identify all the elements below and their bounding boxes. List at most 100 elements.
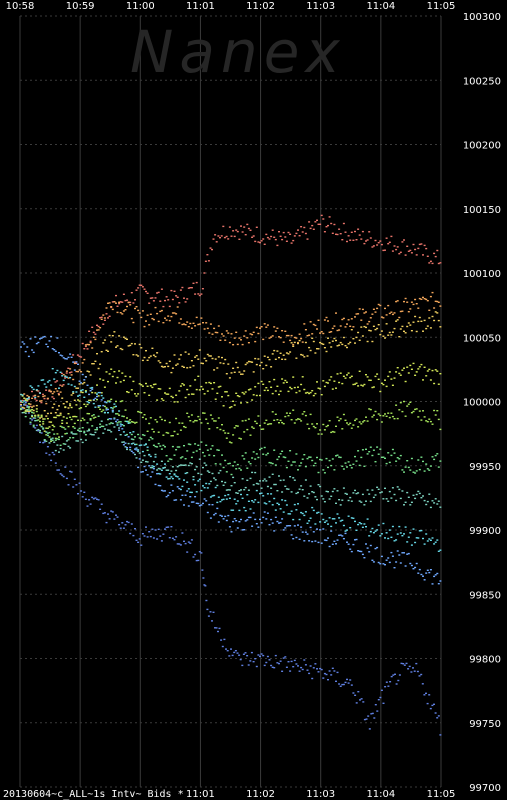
series-point: [247, 227, 250, 230]
series-point: [157, 467, 160, 470]
series-point: [301, 413, 304, 415]
series-point: [94, 429, 97, 431]
series-point: [148, 439, 151, 441]
series-point: [189, 366, 192, 369]
series-point: [306, 457, 309, 460]
series-point: [349, 239, 352, 241]
series-point: [77, 493, 79, 495]
series-point: [282, 456, 285, 458]
series-point: [433, 252, 436, 255]
series-point: [40, 379, 43, 381]
series-point: [181, 422, 184, 424]
series-point: [420, 529, 423, 532]
series-point: [429, 569, 432, 571]
series-point: [100, 351, 103, 353]
series-point: [426, 325, 429, 327]
series-point: [422, 410, 424, 412]
series-point: [309, 485, 312, 487]
series-5: [20, 401, 442, 476]
series-point: [48, 421, 51, 423]
series-point: [228, 377, 231, 379]
series-point: [335, 680, 337, 682]
series-point: [426, 255, 429, 257]
series-point: [232, 476, 235, 479]
series-point: [143, 444, 146, 446]
series-point: [395, 404, 398, 406]
series-point: [429, 295, 432, 298]
series-point: [426, 370, 429, 372]
series-point: [354, 230, 356, 233]
series-point: [371, 559, 374, 561]
series-point: [97, 406, 100, 408]
series-point: [287, 390, 290, 393]
series-point: [382, 563, 385, 565]
series-point: [428, 571, 431, 574]
series-point: [216, 484, 219, 487]
series-point: [113, 418, 116, 420]
series-point: [23, 411, 26, 414]
series-point: [26, 406, 29, 408]
series-point: [143, 465, 146, 468]
series-point: [273, 530, 276, 532]
series-point: [384, 537, 386, 539]
series-point: [342, 413, 345, 416]
series-point: [379, 304, 382, 307]
series-point: [20, 405, 22, 407]
series-point: [333, 540, 336, 542]
series-point: [113, 403, 116, 405]
series-point: [203, 272, 206, 274]
series-point: [187, 505, 190, 507]
series-point: [316, 219, 318, 221]
series-point: [156, 312, 159, 315]
series-point: [387, 685, 390, 687]
series-point: [126, 338, 128, 340]
series-point: [230, 235, 233, 237]
series-point: [369, 446, 372, 448]
series-point: [255, 482, 258, 485]
series-point: [53, 453, 56, 456]
series-point: [59, 354, 62, 356]
series-point: [29, 410, 32, 412]
series-point: [146, 385, 149, 387]
series-point: [274, 330, 277, 332]
series-point: [284, 485, 287, 487]
series-point: [184, 396, 187, 399]
series-point: [64, 428, 67, 430]
series-point: [331, 430, 334, 433]
series-point: [130, 421, 133, 423]
series-point: [145, 460, 147, 463]
series-point: [168, 305, 171, 308]
series-point: [308, 672, 311, 675]
series-point: [20, 393, 22, 396]
series-point: [65, 401, 68, 403]
series-point: [187, 326, 190, 328]
series-point: [410, 544, 413, 546]
series-point: [382, 249, 385, 252]
series-point: [118, 421, 121, 423]
bid-series: [20, 214, 442, 736]
series-point: [35, 342, 38, 345]
series-point: [228, 341, 231, 344]
series-point: [287, 488, 290, 490]
series-point: [330, 674, 333, 676]
series-point: [119, 312, 122, 314]
series-point: [385, 314, 388, 316]
series-point: [247, 489, 250, 491]
series-point: [159, 468, 162, 470]
series-point: [73, 385, 76, 388]
series-point: [192, 322, 195, 324]
series-point: [304, 511, 307, 513]
series-point: [398, 554, 401, 556]
series-point: [396, 550, 399, 552]
series-point: [24, 415, 27, 418]
series-point: [311, 459, 314, 462]
series-point: [157, 291, 160, 294]
series-point: [102, 512, 105, 515]
series-point: [209, 323, 212, 325]
series-point: [257, 332, 260, 335]
series-point: [328, 342, 331, 344]
series-point: [359, 699, 361, 701]
series-point: [233, 461, 236, 463]
series-point: [247, 360, 250, 363]
series-point: [404, 254, 407, 256]
